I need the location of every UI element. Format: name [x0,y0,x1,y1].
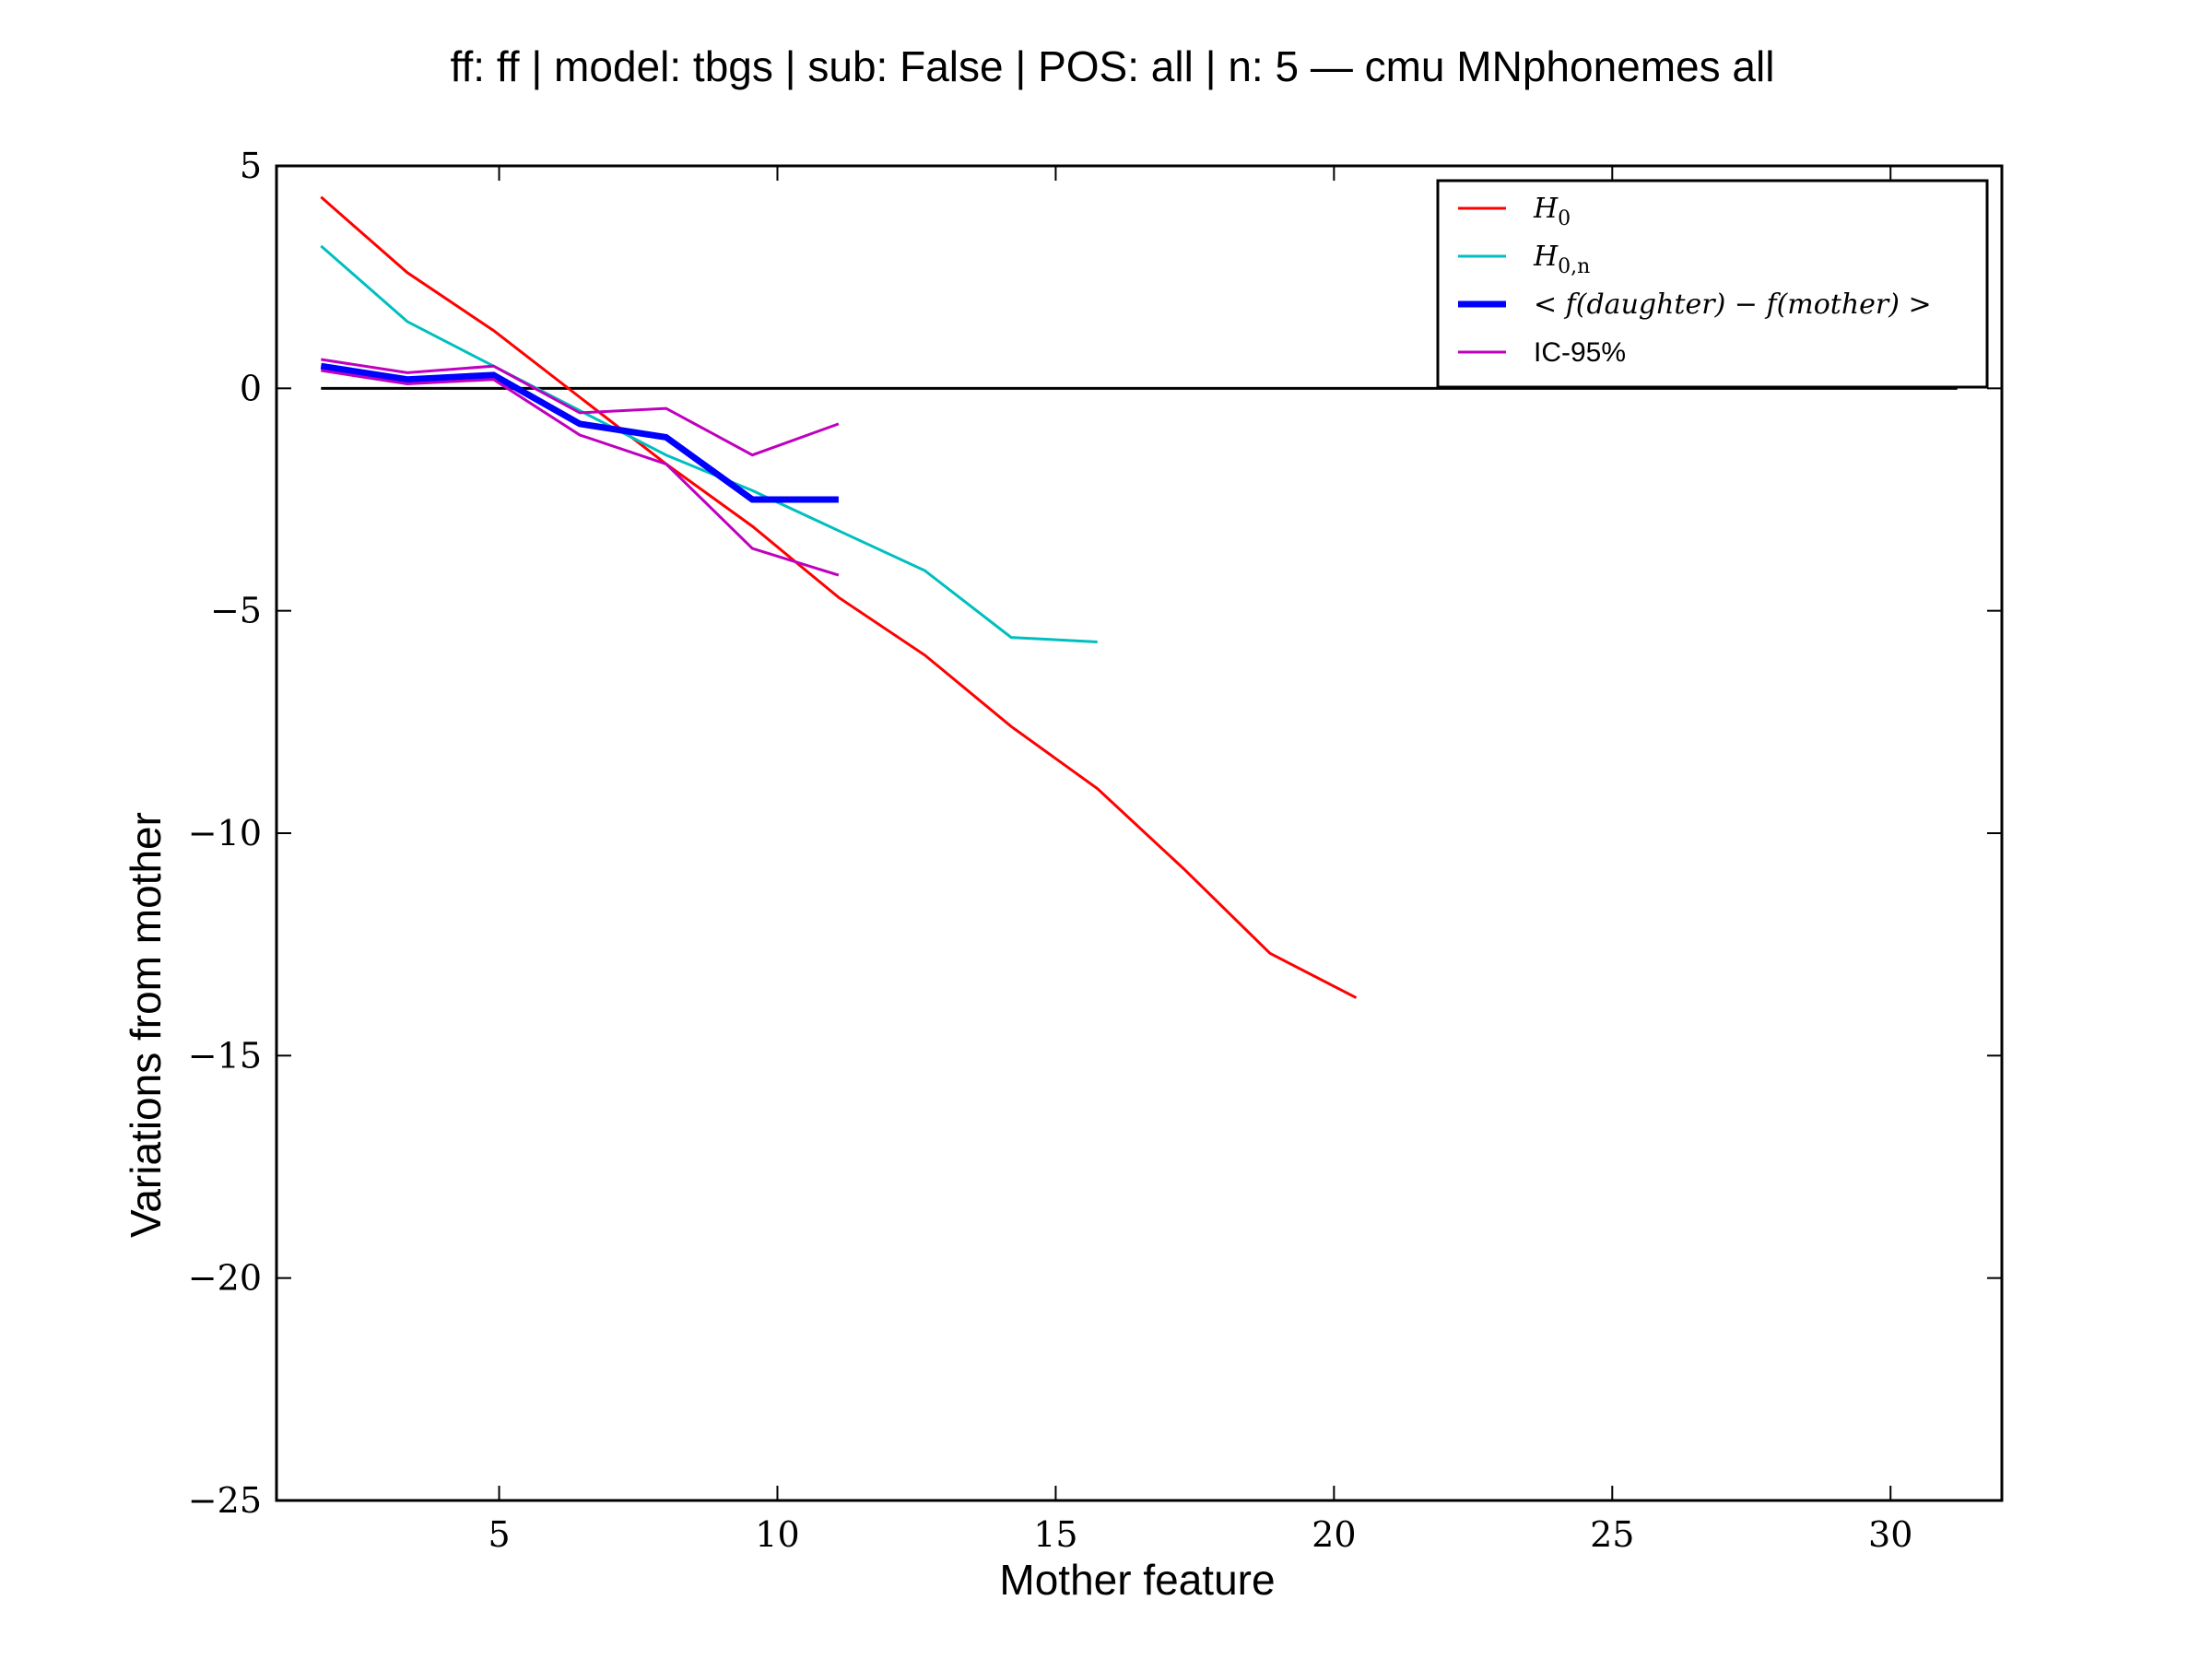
y-tick-label: −15 [188,1035,262,1076]
series-line-0 [320,195,1358,999]
legend-label-0: H0 [1533,193,1571,230]
y-tick-label: 0 [240,368,262,408]
legend-box [1436,179,1989,389]
series-line-2 [320,362,839,503]
y-tick-label: −20 [188,1258,262,1299]
chart-title: ff: ff | model: tbgs | sub: False | POS:… [451,42,1775,90]
x-axis-label: Mother feature [999,1556,1275,1604]
x-tick-label: 25 [1590,1514,1634,1555]
series-line-3 [321,358,840,457]
series-line-1 [320,244,1098,643]
x-tick-label: 30 [1868,1514,1912,1555]
legend-label-3: IC-95% [1534,337,1626,368]
y-tick-label: −5 [210,591,262,631]
x-tick-label: 5 [488,1514,510,1555]
y-tick-label: 5 [240,146,262,186]
series-line-4 [321,369,840,577]
legend-subscript: 0,n [1558,255,1590,278]
legend-label-2: < f(daughter) − f(mother) > [1534,288,1932,321]
x-tick-label: 10 [755,1514,799,1555]
y-axis-label: Variations from mother [122,812,170,1238]
y-tick-label: −25 [188,1480,262,1521]
x-tick-label: 20 [1312,1514,1356,1555]
x-tick-label: 15 [1033,1514,1077,1555]
legend-subscript: 0 [1558,207,1571,230]
y-tick-label: −10 [188,813,262,853]
